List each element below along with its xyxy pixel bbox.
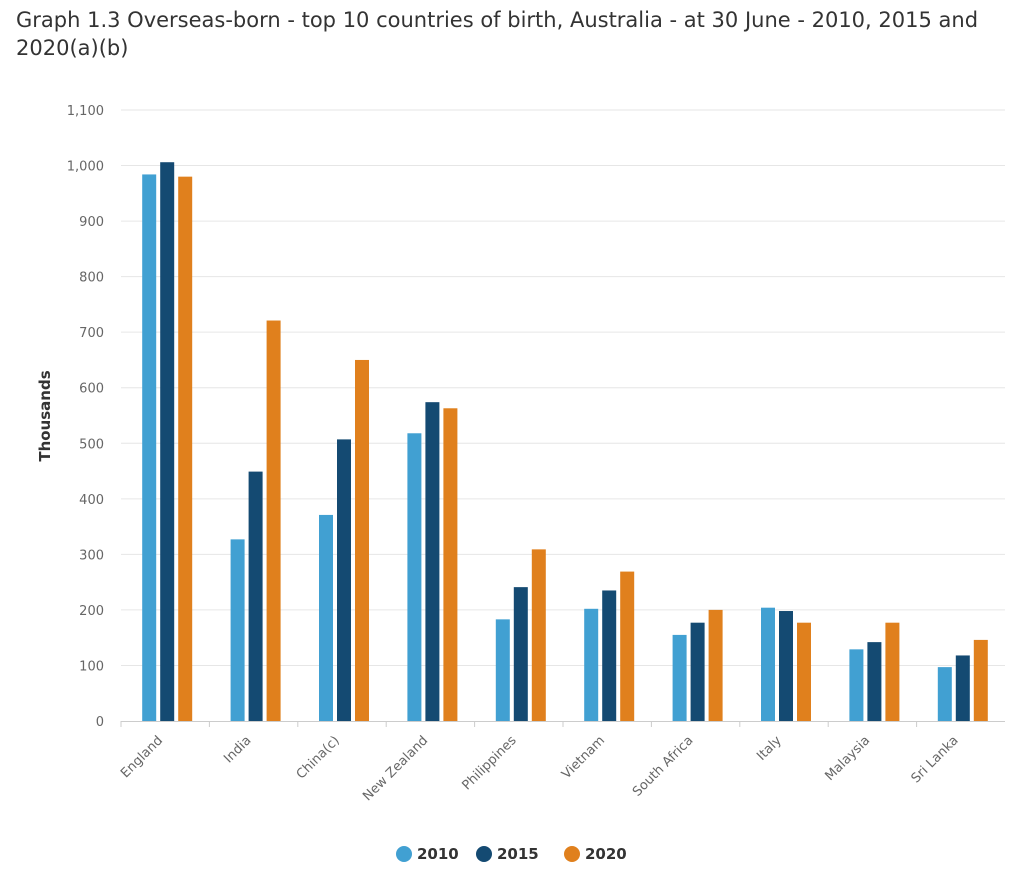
legend-label: 2015 [497, 845, 539, 863]
x-tick-label: Italy [754, 733, 785, 764]
y-tick-label: 800 [79, 271, 104, 286]
y-tick-label: 400 [79, 493, 104, 508]
legend-item[interactable]: 2020 [564, 845, 627, 863]
bar[interactable] [266, 320, 281, 721]
bar[interactable] [495, 619, 510, 721]
bars [142, 162, 988, 722]
legend-swatch [396, 846, 412, 862]
x-tick-label: England [118, 733, 166, 781]
bar[interactable] [849, 649, 864, 721]
legend[interactable]: 2010 2015 2020 [396, 845, 627, 863]
chart-title: Graph 1.3 Overseas-born - top 10 countri… [16, 8, 979, 60]
bar[interactable] [690, 622, 705, 721]
legend-swatch [476, 846, 492, 862]
bar[interactable] [620, 571, 635, 721]
y-axis-ticks: 0 100 200 300 400 500 600 700 800 900 1,000 1,100 [67, 104, 104, 730]
bar[interactable] [584, 608, 599, 721]
legend-swatch [564, 846, 580, 862]
legend-label: 2020 [585, 845, 627, 863]
y-tick-label: 1,100 [67, 104, 104, 119]
bar[interactable] [602, 590, 617, 721]
bar[interactable] [160, 162, 175, 722]
x-tick-label: China(c) [294, 733, 343, 782]
x-tick-label: South Africa [630, 733, 696, 799]
x-tick-label: Sri Lanka [909, 733, 962, 786]
bar[interactable] [885, 622, 900, 721]
bar[interactable] [708, 609, 723, 721]
bar[interactable] [319, 514, 333, 721]
y-tick-label: 600 [79, 382, 104, 397]
bar[interactable] [973, 639, 988, 721]
y-tick-label: 1,000 [67, 160, 104, 175]
x-tick-label: Philippines [459, 733, 519, 793]
y-tick-label: 700 [79, 326, 104, 341]
bar[interactable] [425, 402, 440, 721]
bar[interactable] [230, 539, 245, 721]
x-tick-label: Malaysia [822, 733, 873, 784]
bar[interactable] [937, 667, 952, 721]
bar[interactable] [337, 439, 351, 721]
legend-label: 2010 [417, 845, 459, 863]
y-tick-label: 300 [79, 548, 104, 563]
bar[interactable] [178, 176, 193, 721]
bar[interactable] [797, 622, 811, 721]
legend-item[interactable]: 2010 [396, 845, 459, 863]
y-tick-label: 100 [79, 659, 104, 674]
bar[interactable] [672, 634, 687, 721]
x-tick-label: New Zealand [360, 733, 431, 804]
y-axis-title: Thousands [36, 370, 54, 461]
bar[interactable] [513, 587, 528, 721]
y-tick-label: 900 [79, 215, 104, 230]
y-tick-label: 200 [79, 604, 104, 619]
x-tick-label: India [221, 733, 254, 766]
bar[interactable] [779, 611, 793, 721]
bar[interactable] [443, 408, 458, 721]
bar[interactable] [355, 359, 369, 721]
bar[interactable] [867, 642, 882, 721]
y-tick-label: 0 [96, 715, 104, 730]
bar[interactable] [248, 471, 263, 721]
legend-item[interactable]: 2015 [476, 845, 539, 863]
bar[interactable] [531, 549, 546, 721]
bar[interactable] [407, 433, 422, 721]
bar[interactable] [142, 174, 157, 721]
x-axis-ticks: England India China(c) New Zealand Philippin… [118, 721, 962, 804]
x-tick-label: Vietnam [559, 733, 608, 782]
bar[interactable] [761, 607, 775, 721]
y-tick-label: 500 [79, 437, 104, 452]
bar[interactable] [955, 655, 970, 721]
